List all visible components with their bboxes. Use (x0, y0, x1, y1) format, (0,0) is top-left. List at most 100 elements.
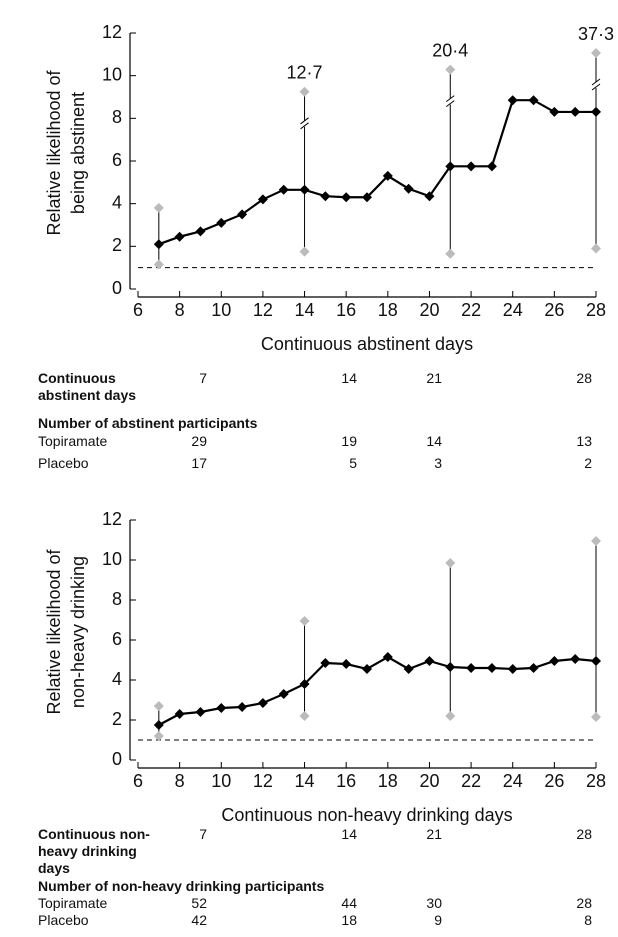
x-tick-label: 16 (336, 771, 356, 791)
ci-upper (299, 86, 310, 97)
axis-break (591, 83, 601, 91)
x-tick-label: 22 (461, 771, 481, 791)
value-label: 20·4 (432, 40, 468, 60)
point (341, 659, 352, 669)
y-tick-label: 0 (112, 749, 122, 769)
cell-value: 44 (341, 895, 357, 911)
point (382, 170, 393, 181)
y-tick-label: 4 (112, 669, 122, 689)
point (507, 95, 518, 106)
x-tick-label: 20 (419, 300, 439, 320)
point (341, 192, 352, 203)
cell-value: 3 (434, 455, 442, 471)
point (257, 194, 268, 205)
ci-lower (591, 712, 601, 722)
cell-value: 8 (584, 912, 592, 928)
line (158, 655, 597, 726)
y-tick-label: 10 (102, 549, 122, 569)
table-subtitle: Number of abstinent participants (38, 415, 258, 431)
ci-lower (591, 243, 601, 254)
ci-upper (153, 701, 164, 711)
cell-value: 5 (349, 455, 357, 471)
point (507, 664, 518, 674)
x-tick-label: 12 (253, 771, 273, 791)
y-axis-title: Relative likelihood of (44, 548, 64, 714)
x-tick-label: 20 (419, 771, 439, 791)
point (153, 720, 164, 730)
x-tick-label: 18 (378, 300, 398, 320)
x-tick-label: 14 (295, 771, 315, 791)
point (445, 161, 456, 172)
x-tick-label: 18 (378, 771, 398, 791)
point (466, 161, 477, 172)
ci-upper (445, 64, 456, 75)
point (278, 184, 289, 195)
point (403, 183, 414, 194)
point (216, 703, 227, 713)
x-tick-label: 10 (211, 771, 231, 791)
point (466, 663, 477, 673)
y-tick-label: 0 (112, 278, 122, 298)
header-value: 7 (199, 370, 207, 386)
header-value: 28 (576, 370, 592, 386)
point (591, 656, 601, 666)
point (195, 707, 206, 717)
ci-lower (445, 711, 456, 721)
x-tick-label: 8 (175, 300, 185, 320)
axis-break-gap (300, 120, 309, 127)
x-tick-label: 28 (586, 771, 606, 791)
point (549, 656, 560, 666)
axis-break (445, 95, 455, 103)
value-label: 37·3 (578, 24, 614, 44)
y-tick-label: 6 (112, 629, 122, 649)
y-tick-label: 2 (112, 235, 122, 255)
x-tick-label: 22 (461, 300, 481, 320)
x-tick-label: 28 (586, 300, 606, 320)
y-tick-label: 4 (112, 192, 122, 212)
point (174, 709, 185, 719)
axis-break (445, 100, 455, 108)
y-tick-label: 12 (102, 22, 122, 42)
header-value: 7 (199, 826, 207, 842)
x-axis-title: Continuous non-heavy drinking days (221, 805, 512, 825)
point (486, 161, 497, 172)
point (237, 702, 248, 712)
table-subtitle: Number of non-heavy drinking participant… (38, 878, 325, 894)
cell-value: 14 (426, 433, 442, 449)
cell-value: 29 (191, 433, 207, 449)
x-tick-label: 16 (336, 300, 356, 320)
y-tick-label: 6 (112, 150, 122, 170)
point (278, 689, 289, 699)
ci-upper (591, 536, 601, 546)
header-value: 14 (341, 826, 357, 842)
point (174, 231, 185, 242)
y-tick-label: 10 (102, 64, 122, 84)
cell-value: 52 (191, 895, 207, 911)
cell-value: 2 (584, 455, 592, 471)
x-axis-title: Continuous abstinent days (261, 334, 473, 354)
point (570, 106, 581, 117)
header-value: 28 (576, 826, 592, 842)
table-header: Continuous non-heavy drinking days (38, 826, 150, 876)
ci-upper (299, 616, 310, 626)
row-label: Topiramate (38, 433, 108, 449)
header-value: 21 (426, 826, 442, 842)
cell-value: 17 (191, 455, 207, 471)
ci-lower (153, 259, 164, 270)
point (362, 664, 372, 674)
axis-break-gap (592, 82, 600, 89)
y-tick-label: 8 (112, 589, 122, 609)
point (362, 192, 372, 203)
line (158, 99, 596, 246)
row-label: Topiramate (38, 895, 108, 911)
ci-lower (153, 731, 164, 741)
row-label: Placebo (38, 912, 89, 928)
point (424, 191, 435, 202)
x-tick-label: 12 (253, 300, 273, 320)
x-tick-label: 14 (295, 300, 315, 320)
cell-value: 13 (576, 433, 592, 449)
x-tick-label: 6 (133, 300, 143, 320)
point (570, 654, 581, 664)
